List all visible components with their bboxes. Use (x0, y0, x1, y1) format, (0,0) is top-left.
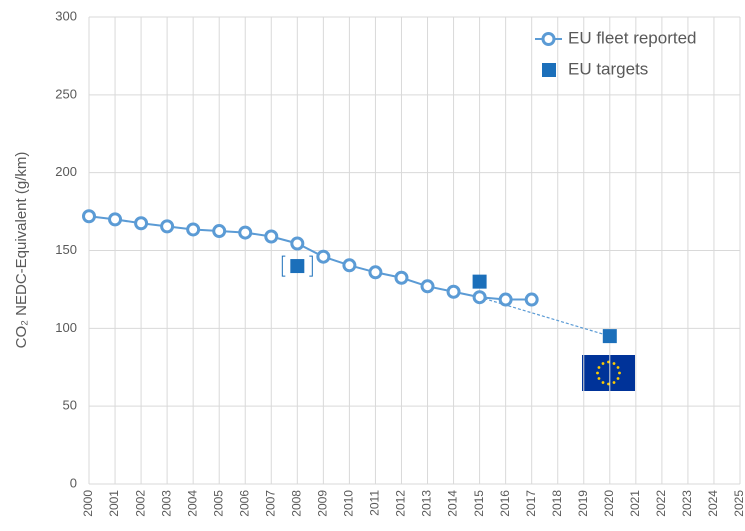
flag-star (601, 381, 605, 384)
x-tick-label: 2008 (289, 490, 303, 517)
x-tick-label: 2009 (316, 490, 330, 517)
x-tick-label: 2018 (550, 490, 564, 517)
x-tick-label: 2022 (654, 490, 668, 517)
x-tick-label: 2015 (472, 490, 486, 517)
flag-star (601, 362, 605, 365)
y-tick-label: 300 (55, 8, 77, 23)
point (472, 290, 487, 305)
point (160, 219, 175, 234)
legend-label: EU targets (568, 59, 648, 78)
x-tick-label: 2013 (420, 490, 434, 517)
x-tick-label: 2024 (706, 490, 720, 517)
point (264, 229, 279, 244)
x-tick-label: 2000 (81, 490, 95, 517)
x-tick-label: 2003 (159, 490, 173, 517)
flag-star (607, 382, 610, 386)
x-tick-label: 2019 (576, 490, 590, 517)
flag-star (597, 377, 601, 380)
x-tick-label: 2010 (342, 490, 356, 517)
flag-star (597, 366, 601, 369)
x-tick-label: 2006 (237, 490, 251, 517)
point (290, 236, 305, 251)
flag-star (607, 360, 610, 364)
point (524, 292, 539, 307)
target-marker (602, 329, 617, 344)
point (134, 216, 149, 231)
y-tick-label: 100 (55, 320, 77, 335)
target-marker (290, 259, 305, 274)
flag-star (596, 371, 599, 375)
point (108, 212, 123, 227)
point (446, 284, 461, 299)
x-tick-label: 2002 (133, 490, 147, 517)
flag-star (618, 371, 621, 375)
flag-star (612, 362, 616, 365)
x-tick-label: 2025 (732, 490, 745, 517)
x-tick-label: 2017 (524, 490, 538, 517)
series-line (88, 215, 532, 301)
point (212, 224, 227, 239)
flag-field (582, 355, 635, 391)
point (316, 249, 331, 264)
x-tick-label: 2005 (211, 490, 225, 517)
flag-star (616, 377, 620, 380)
legend-label: EU fleet reported (568, 28, 697, 47)
eu-flag (582, 355, 635, 391)
x-tick-label: 2004 (185, 490, 199, 517)
y-tick-label: 200 (55, 164, 77, 179)
x-tick-label: 2023 (680, 490, 694, 517)
point (342, 258, 357, 273)
point (238, 225, 253, 240)
trend-line (479, 296, 610, 337)
y-tick-label: 250 (55, 86, 77, 101)
y-tick-label: 50 (63, 398, 77, 413)
x-tick-label: 2021 (628, 490, 642, 517)
bracket (309, 255, 313, 277)
point (498, 292, 513, 307)
x-tick-label: 2014 (446, 490, 460, 517)
target-marker (472, 274, 487, 289)
legend-marker (541, 32, 556, 46)
bracket (281, 255, 286, 277)
y-tick-label: 0 (70, 475, 77, 490)
x-tick-label: 2011 (368, 490, 382, 516)
y-tick-label: 150 (55, 242, 77, 257)
flag-star (616, 366, 620, 369)
x-tick-label: 2020 (602, 490, 616, 517)
point (394, 270, 409, 285)
y-axis-label: CO₂ NEDC-Equivalent (g/km) (13, 152, 30, 349)
point (82, 209, 96, 224)
flag-star (612, 381, 616, 384)
point (186, 222, 201, 237)
x-tick-label: 2016 (498, 490, 512, 517)
x-tick-label: 2012 (394, 490, 408, 517)
legend-marker (542, 63, 556, 77)
point (420, 279, 435, 294)
point (368, 265, 383, 280)
x-tick-label: 2001 (107, 490, 121, 517)
x-tick-label: 2007 (263, 490, 277, 517)
